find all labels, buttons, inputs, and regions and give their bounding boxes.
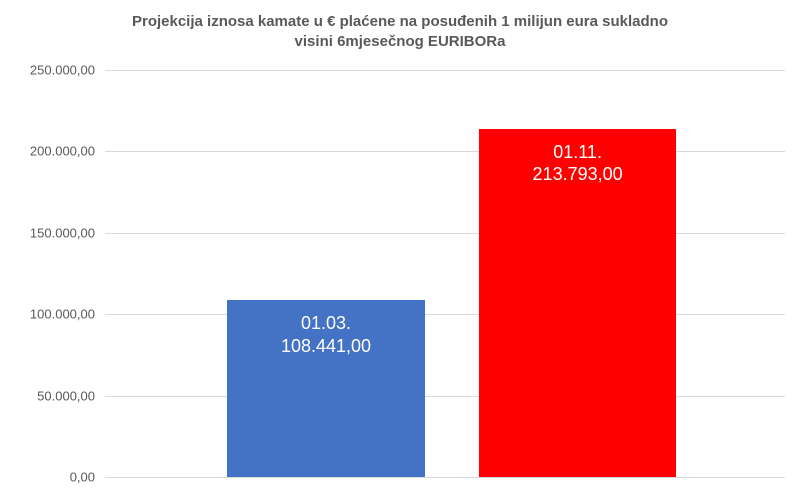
gridline	[105, 314, 785, 315]
y-tick-label: 100.000,00	[30, 307, 95, 322]
gridline	[105, 477, 785, 478]
bar-label-1: 01.11.213.793,00	[533, 129, 623, 186]
gridline	[105, 233, 785, 234]
y-tick-label: 150.000,00	[30, 225, 95, 240]
y-tick-label: 250.000,00	[30, 63, 95, 78]
chart-title-line2: visini 6mjesečnog EURIBORa	[295, 33, 506, 50]
y-tick-label: 200.000,00	[30, 144, 95, 159]
bar-1: 01.11.213.793,00	[479, 129, 676, 477]
chart-title-line1: Projekcija iznosa kamate u € plaćene na …	[132, 13, 668, 30]
chart-title: Projekcija iznosa kamate u € plaćene na …	[0, 12, 800, 53]
bar-label-0: 01.03.108.441,00	[281, 300, 371, 357]
gridline	[105, 70, 785, 71]
gridline	[105, 151, 785, 152]
gridline	[105, 396, 785, 397]
plot-area: 0,0050.000,00100.000,00150.000,00200.000…	[105, 70, 785, 478]
y-tick-label: 50.000,00	[37, 388, 95, 403]
y-tick-label: 0,00	[70, 470, 95, 485]
chart-container: Projekcija iznosa kamate u € plaćene na …	[0, 0, 800, 500]
bar-0: 01.03.108.441,00	[227, 300, 424, 477]
